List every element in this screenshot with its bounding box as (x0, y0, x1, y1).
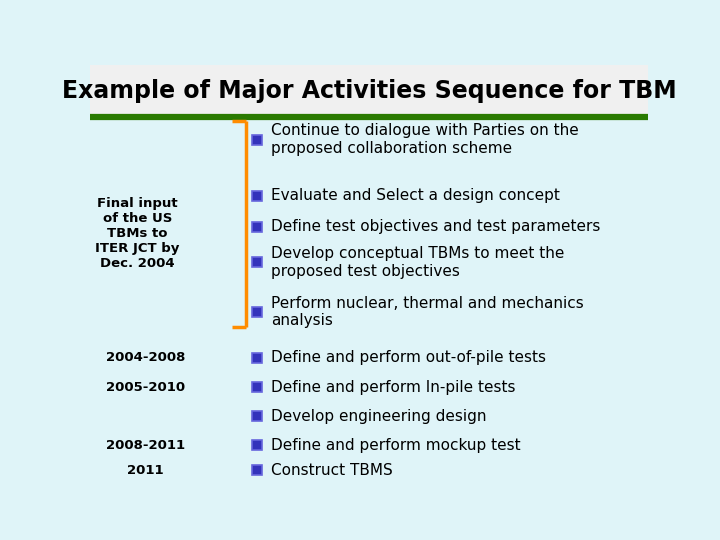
Text: 2004-2008: 2004-2008 (106, 352, 186, 365)
Text: 2005-2010: 2005-2010 (107, 381, 185, 394)
FancyBboxPatch shape (253, 191, 262, 201)
FancyBboxPatch shape (253, 382, 262, 392)
Text: Perform nuclear, thermal and mechanics
analysis: Perform nuclear, thermal and mechanics a… (271, 296, 584, 328)
Text: Define and perform In-pile tests: Define and perform In-pile tests (271, 380, 516, 395)
Text: 2011: 2011 (127, 464, 164, 477)
Text: Define and perform out-of-pile tests: Define and perform out-of-pile tests (271, 350, 546, 366)
FancyBboxPatch shape (253, 440, 262, 450)
Text: Define and perform mockup test: Define and perform mockup test (271, 438, 521, 453)
Text: Construct TBMS: Construct TBMS (271, 463, 393, 478)
Text: Define test objectives and test parameters: Define test objectives and test paramete… (271, 219, 600, 234)
Text: Evaluate and Select a design concept: Evaluate and Select a design concept (271, 188, 560, 203)
FancyBboxPatch shape (253, 353, 262, 363)
Text: Final input
of the US
TBMs to
ITER JCT by
Dec. 2004: Final input of the US TBMs to ITER JCT b… (95, 197, 179, 269)
FancyBboxPatch shape (253, 307, 262, 317)
FancyBboxPatch shape (253, 222, 262, 232)
Text: Develop engineering design: Develop engineering design (271, 409, 487, 424)
FancyBboxPatch shape (253, 465, 262, 475)
FancyBboxPatch shape (90, 65, 648, 117)
FancyBboxPatch shape (253, 258, 262, 267)
Text: Example of Major Activities Sequence for TBM: Example of Major Activities Sequence for… (62, 79, 676, 103)
FancyBboxPatch shape (253, 134, 262, 145)
Text: Continue to dialogue with Parties on the
proposed collaboration scheme: Continue to dialogue with Parties on the… (271, 124, 579, 156)
Text: 2008-2011: 2008-2011 (107, 439, 185, 452)
Text: Develop conceptual TBMs to meet the
proposed test objectives: Develop conceptual TBMs to meet the prop… (271, 246, 564, 279)
FancyBboxPatch shape (253, 411, 262, 421)
